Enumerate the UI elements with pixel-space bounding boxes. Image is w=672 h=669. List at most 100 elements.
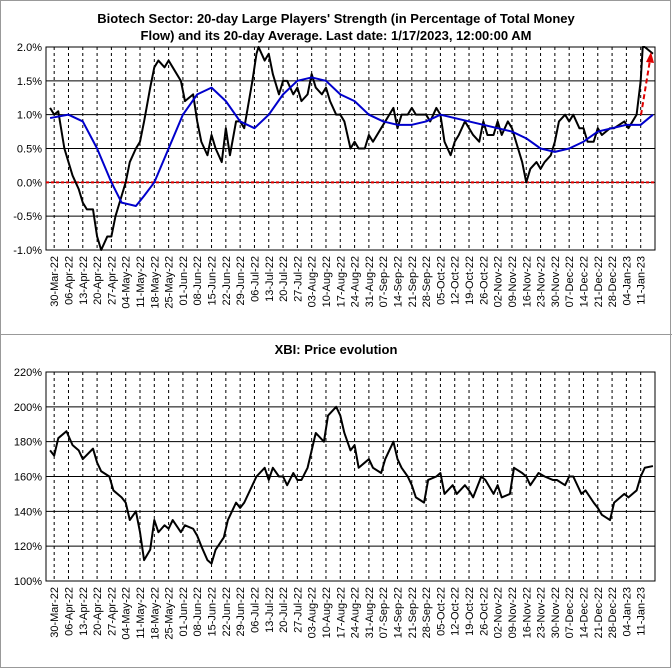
series-line	[49, 46, 654, 251]
x-tick-label: 29-Jun-22	[235, 587, 247, 637]
x-tick-label: 21-Dec-22	[593, 256, 605, 307]
x-tick-label: 21-Sep-22	[407, 256, 419, 307]
x-tick-label: 11-Jan-23	[636, 256, 648, 305]
x-tick-label: 12-Oct-22	[450, 256, 462, 305]
x-tick-label: 09-Nov-22	[507, 256, 519, 307]
y-tick-label: 200%	[14, 402, 42, 414]
y-tick-label: 160%	[14, 472, 42, 484]
x-tick-label: 07-Sep-22	[378, 587, 390, 638]
x-tick-label: 11-Jan-23	[636, 587, 648, 636]
x-tick-label: 20-Jul-22	[278, 587, 290, 633]
x-tick-label: 16-Nov-22	[521, 587, 533, 638]
x-tick-label: 18-May-22	[149, 587, 161, 640]
x-tick-label: 24-Aug-22	[350, 256, 362, 307]
x-tick-label: 12-Oct-22	[450, 587, 462, 636]
x-tick-label: 08-Jun-22	[192, 256, 204, 306]
x-tick-label: 13-Jul-22	[264, 587, 276, 633]
y-tick-label: 140%	[14, 506, 42, 518]
y-tick-label: 1.0%	[17, 110, 42, 122]
y-tick-label: -1.0%	[13, 245, 42, 257]
x-tick-label: 27-Jul-22	[292, 256, 304, 302]
x-tick-label: 11-May-22	[135, 256, 147, 308]
x-tick-label: 21-Dec-22	[593, 587, 605, 638]
chart-title: XBI: Price evolution	[274, 342, 398, 357]
x-tick-label: 15-Jun-22	[207, 256, 219, 306]
x-tick-label: 30-Nov-22	[550, 256, 562, 307]
x-tick-label: 01-Jun-22	[178, 256, 190, 306]
y-tick-label: 0.0%	[17, 177, 42, 189]
x-tick-label: 31-Aug-22	[364, 256, 376, 307]
x-tick-label: 31-Aug-22	[364, 587, 376, 638]
x-tick-label: 01-Jun-22	[178, 587, 190, 637]
x-tick-label: 06-Jul-22	[249, 587, 261, 633]
x-tick-label: 02-Nov-22	[493, 587, 505, 638]
x-tick-label: 25-May-22	[164, 587, 176, 640]
x-tick-label: 24-Aug-22	[350, 587, 362, 638]
x-tick-label: 27-Apr-22	[106, 587, 118, 636]
x-tick-label: 26-Oct-22	[478, 256, 490, 305]
x-tick-label: 03-Aug-22	[307, 587, 319, 638]
x-tick-label: 04-Jan-23	[621, 587, 633, 637]
x-tick-label: 28-Sep-22	[421, 587, 433, 638]
x-tick-label: 14-Sep-22	[393, 256, 405, 307]
x-tick-label: 25-May-22	[164, 256, 176, 309]
x-tick-label: 19-Oct-22	[464, 587, 476, 636]
y-tick-label: 2.0%	[17, 42, 42, 54]
x-tick-label: 08-Jun-22	[192, 587, 204, 637]
y-tick-label: 220%	[14, 367, 42, 379]
x-tick-label: 13-Apr-22	[78, 256, 90, 305]
x-tick-label: 09-Nov-22	[507, 587, 519, 638]
x-tick-label: 06-Apr-22	[63, 256, 75, 305]
x-tick-label: 06-Apr-22	[63, 587, 75, 636]
series-line	[49, 405, 654, 565]
x-tick-label: 03-Aug-22	[307, 256, 319, 307]
x-tick-label: 10-Aug-22	[321, 587, 333, 638]
x-tick-label: 14-Dec-22	[578, 256, 590, 307]
x-tick-label: 23-Nov-22	[536, 587, 548, 638]
x-tick-label: 22-Jun-22	[221, 256, 233, 306]
x-tick-label: 07-Dec-22	[564, 256, 576, 307]
x-tick-label: 04-Jan-23	[621, 256, 633, 306]
x-tick-label: 27-Jul-22	[292, 587, 304, 633]
x-tick-label: 28-Dec-22	[607, 256, 619, 307]
x-tick-label: 27-Apr-22	[106, 256, 118, 305]
x-tick-label: 18-May-22	[149, 256, 161, 309]
x-tick-label: 10-Aug-22	[321, 256, 333, 307]
x-tick-label: 07-Sep-22	[378, 256, 390, 307]
chart-title: Biotech Sector: 20-day Large Players' St…	[97, 11, 575, 43]
x-tick-label: 26-Oct-22	[478, 587, 490, 636]
x-tick-label: 06-Jul-22	[249, 256, 261, 302]
x-tick-label: 14-Dec-22	[578, 587, 590, 638]
x-tick-label: 21-Sep-22	[407, 587, 419, 638]
x-tick-label: 13-Jul-22	[264, 256, 276, 302]
x-tick-label: 28-Sep-22	[421, 256, 433, 307]
x-tick-label: 19-Oct-22	[464, 256, 476, 305]
x-tick-label: 20-Apr-22	[92, 587, 104, 636]
x-tick-label: 16-Nov-22	[521, 256, 533, 307]
x-tick-label: 20-Apr-22	[92, 256, 104, 305]
y-tick-label: -0.5%	[13, 211, 42, 223]
annotation-arrow-head	[646, 52, 654, 63]
x-tick-label: 14-Sep-22	[393, 587, 405, 638]
x-tick-label: 13-Apr-22	[78, 587, 90, 636]
series-line	[49, 76, 654, 208]
y-tick-label: 120%	[14, 541, 42, 553]
x-tick-label: 22-Jun-22	[221, 587, 233, 637]
x-tick-label: 05-Oct-22	[435, 587, 447, 636]
x-tick-label: 05-Oct-22	[435, 256, 447, 305]
y-tick-label: 100%	[14, 576, 42, 588]
x-tick-label: 04-May-22	[121, 587, 133, 640]
x-tick-label: 17-Aug-22	[335, 256, 347, 307]
x-tick-label: 29-Jun-22	[235, 256, 247, 306]
panels: -1.0%-0.5%0.0%0.5%1.0%1.5%2.0%30-Mar-22 0…	[13, 42, 656, 640]
x-tick-label: 17-Aug-22	[335, 587, 347, 638]
x-tick-label: 02-Nov-22	[493, 256, 505, 307]
y-tick-label: 180%	[14, 437, 42, 449]
x-tick-label: 11-May-22	[135, 587, 147, 639]
y-tick-label: 1.5%	[17, 76, 42, 88]
x-tick-label: 04-May-22	[121, 256, 133, 309]
x-tick-label: 20-Jul-22	[278, 256, 290, 302]
x-tick-label: 30-Mar-22	[49, 256, 61, 307]
